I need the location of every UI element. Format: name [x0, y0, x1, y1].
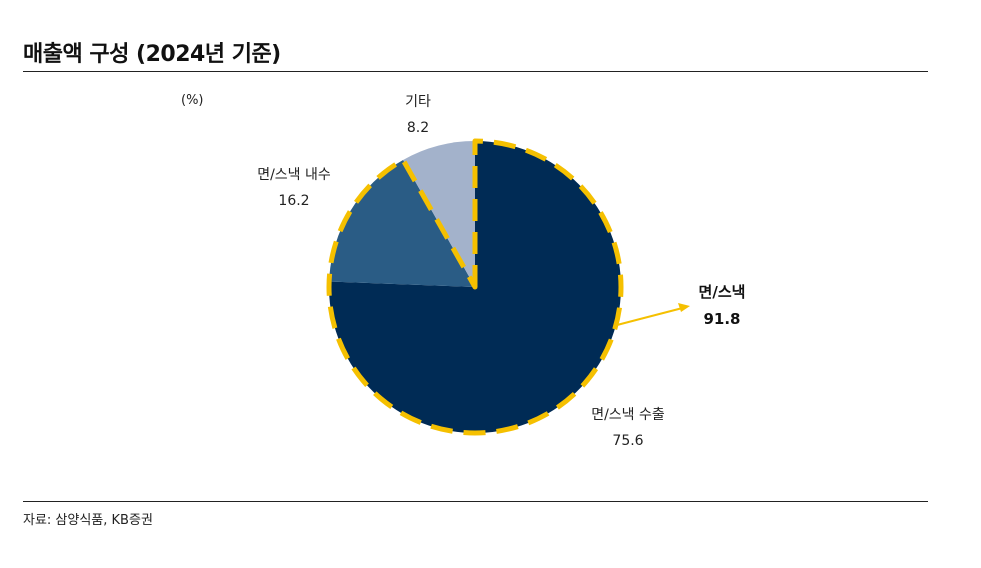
highlight-label-name: 면/스낵	[699, 283, 746, 301]
slice-label-value-3: 8.2	[407, 120, 429, 136]
slice-label-name-3: 기타	[405, 94, 431, 110]
page-title: 매출액 구성 (2024년 기준)	[23, 42, 281, 67]
highlight-arrowhead	[678, 303, 690, 312]
highlight-arrow	[616, 306, 685, 326]
highlight-outline	[326, 138, 624, 436]
bottom-divider	[23, 501, 928, 502]
highlight-label-value: 91.8	[703, 310, 740, 328]
unit-label: (%)	[181, 93, 204, 108]
slice-label-name-1: 면/스낵 수출	[591, 407, 665, 423]
slice-label-name-2: 면/스낵 내수	[257, 167, 331, 183]
source-note: 자료: 삼양식품, KB증권	[23, 513, 153, 528]
slice-label-value-2: 16.2	[278, 193, 309, 209]
slice-label-value-1: 75.6	[612, 433, 643, 449]
top-divider	[23, 71, 928, 72]
